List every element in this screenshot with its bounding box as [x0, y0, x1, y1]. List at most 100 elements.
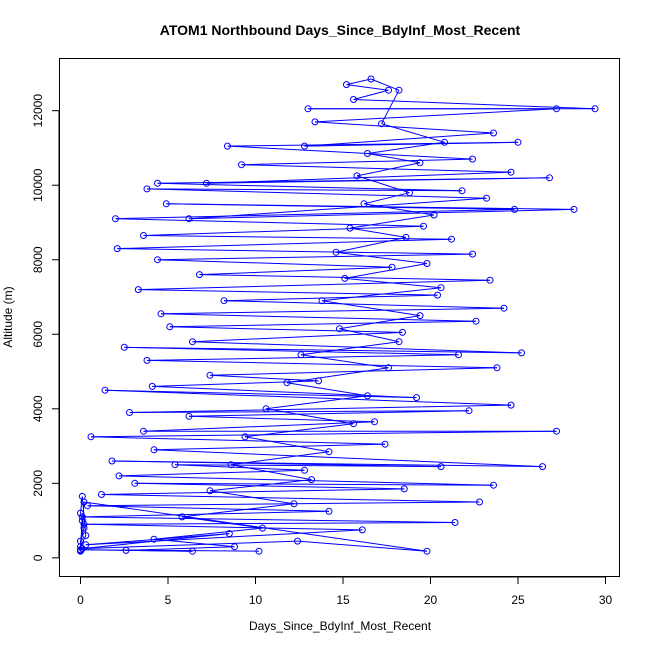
- data-point: [385, 364, 392, 372]
- data-point: [500, 304, 508, 312]
- data-point: [150, 535, 158, 543]
- data-point: [115, 472, 123, 480]
- series-segment: [344, 277, 442, 289]
- data-point: [150, 446, 158, 454]
- data-point: [490, 481, 497, 489]
- series-segment: [101, 488, 405, 495]
- series-segment: [174, 464, 305, 471]
- series-segment: [370, 78, 400, 91]
- data-point: [325, 448, 333, 456]
- data-point: [255, 547, 263, 555]
- data-point: [301, 466, 308, 474]
- series-segment: [83, 501, 428, 552]
- data-point: [196, 271, 203, 279]
- data-point: [304, 105, 312, 113]
- series-segment: [83, 523, 363, 531]
- data-point: [423, 547, 431, 555]
- data-point: [570, 205, 578, 213]
- data-point: [483, 194, 490, 202]
- series-segment: [192, 331, 403, 343]
- x-tick-label: 5: [165, 593, 172, 607]
- data-point: [78, 545, 86, 553]
- data-point: [203, 179, 210, 187]
- y-tick-label: 10000: [31, 168, 45, 202]
- data-point: [486, 276, 494, 284]
- data-point: [437, 284, 445, 292]
- data-point: [315, 377, 322, 385]
- series-segment: [353, 89, 389, 100]
- series-segment: [138, 279, 491, 291]
- series-segment: [160, 313, 477, 322]
- series-segment: [244, 423, 354, 438]
- series-segment: [111, 460, 543, 468]
- data-point: [84, 502, 91, 510]
- data-point: [241, 433, 249, 441]
- data-point: [134, 286, 142, 294]
- data-point: [162, 200, 170, 208]
- series-segment: [304, 141, 519, 147]
- series-segment: [244, 436, 330, 453]
- series-segment: [90, 430, 557, 438]
- data-point: [225, 530, 233, 538]
- data-point: [416, 312, 424, 320]
- series-segment: [297, 540, 428, 552]
- data-point: [341, 274, 349, 282]
- data-point: [189, 547, 196, 555]
- x-tick-label: 25: [511, 593, 525, 607]
- series-segment: [143, 421, 375, 432]
- data-point: [511, 205, 518, 213]
- series-segment: [349, 214, 435, 229]
- data-point: [143, 356, 151, 364]
- data-point: [395, 338, 403, 346]
- data-point: [283, 379, 291, 387]
- data-point: [325, 507, 333, 515]
- data-point: [98, 491, 105, 498]
- series-segment: [134, 482, 405, 490]
- x-tick-label: 0: [77, 593, 84, 607]
- series-segment: [367, 141, 445, 154]
- series-segment: [335, 251, 428, 264]
- series-segment: [241, 158, 473, 166]
- data-point: [378, 120, 385, 128]
- series-segment: [82, 516, 456, 523]
- series-segment: [146, 188, 487, 199]
- series-segment: [314, 121, 494, 134]
- data-point: [399, 328, 406, 336]
- data-point: [476, 498, 483, 506]
- series-segment: [138, 289, 438, 296]
- data-point: [350, 420, 357, 428]
- data-point: [539, 463, 546, 471]
- data-point: [294, 537, 301, 545]
- data-point: [343, 81, 350, 89]
- series-segment: [321, 287, 442, 302]
- data-point: [406, 189, 413, 197]
- series-segment: [146, 359, 498, 369]
- x-tick-label: 20: [424, 593, 438, 607]
- series-segment: [117, 248, 473, 255]
- data-point: [148, 382, 156, 390]
- series-segment: [321, 300, 421, 317]
- series-segment: [188, 415, 375, 423]
- series-segment: [344, 263, 428, 279]
- data-point: [154, 179, 161, 187]
- data-point: [227, 461, 235, 469]
- data-point: [402, 233, 410, 241]
- data-point: [297, 351, 305, 359]
- data-point: [367, 75, 375, 83]
- x-tick-label: 30: [599, 593, 613, 607]
- data-point: [381, 440, 389, 448]
- series-segment: [188, 197, 487, 220]
- data-point: [140, 427, 147, 435]
- y-tick-label: 8000: [31, 246, 45, 273]
- data-point: [388, 263, 396, 271]
- series-segment: [87, 501, 480, 507]
- series-segment: [118, 469, 305, 477]
- data-point: [430, 211, 438, 219]
- series-segment: [181, 503, 295, 518]
- data-point: [493, 364, 501, 372]
- series-segment: [314, 108, 557, 123]
- data-point: [353, 172, 361, 180]
- series-segment: [223, 294, 438, 302]
- data-point: [143, 185, 151, 193]
